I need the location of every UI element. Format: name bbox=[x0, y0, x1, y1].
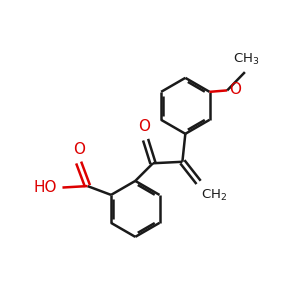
Text: O: O bbox=[73, 142, 85, 157]
Text: O: O bbox=[230, 82, 242, 97]
Text: CH$_3$: CH$_3$ bbox=[233, 52, 260, 67]
Text: CH$_2$: CH$_2$ bbox=[201, 188, 227, 203]
Text: HO: HO bbox=[34, 180, 57, 195]
Text: O: O bbox=[138, 119, 150, 134]
